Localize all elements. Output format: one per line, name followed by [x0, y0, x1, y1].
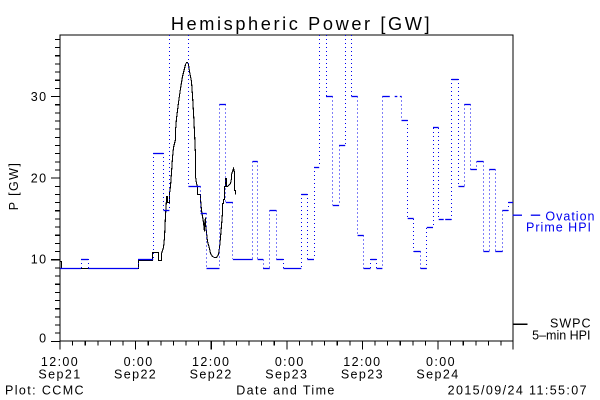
svg-text:12:00: 12:00 — [343, 355, 381, 369]
svg-text:20: 20 — [31, 171, 48, 185]
svg-text:Ovation: Ovation — [545, 210, 595, 224]
svg-text:5–min HPI: 5–min HPI — [532, 329, 590, 343]
svg-text:0: 0 — [39, 332, 47, 346]
svg-text:Sep21: Sep21 — [38, 368, 81, 382]
svg-text:Sep22: Sep22 — [190, 368, 233, 382]
svg-text:12:00: 12:00 — [41, 355, 79, 369]
svg-text:0:00: 0:00 — [426, 355, 456, 369]
svg-text:Date and Time: Date and Time — [236, 384, 336, 398]
svg-text:30: 30 — [31, 90, 48, 104]
svg-text:Sep22: Sep22 — [114, 368, 157, 382]
svg-text:10: 10 — [31, 253, 48, 267]
svg-text:12:00: 12:00 — [192, 355, 230, 369]
svg-text:Plot: CCMC: Plot: CCMC — [5, 384, 85, 398]
svg-text:Sep23: Sep23 — [265, 368, 308, 382]
svg-text:0:00: 0:00 — [275, 355, 305, 369]
svg-text:P [GW]: P [GW] — [7, 162, 21, 210]
svg-text:Prime HPI: Prime HPI — [526, 221, 592, 235]
svg-text:2015/09/24 11:55:07: 2015/09/24 11:55:07 — [448, 384, 588, 398]
svg-text:SWPC: SWPC — [550, 317, 592, 331]
svg-text:Sep23: Sep23 — [341, 368, 384, 382]
svg-text:Sep24: Sep24 — [416, 368, 459, 382]
svg-text:Hemispheric Power [GW]: Hemispheric Power [GW] — [171, 14, 432, 34]
svg-text:0:00: 0:00 — [124, 355, 154, 369]
